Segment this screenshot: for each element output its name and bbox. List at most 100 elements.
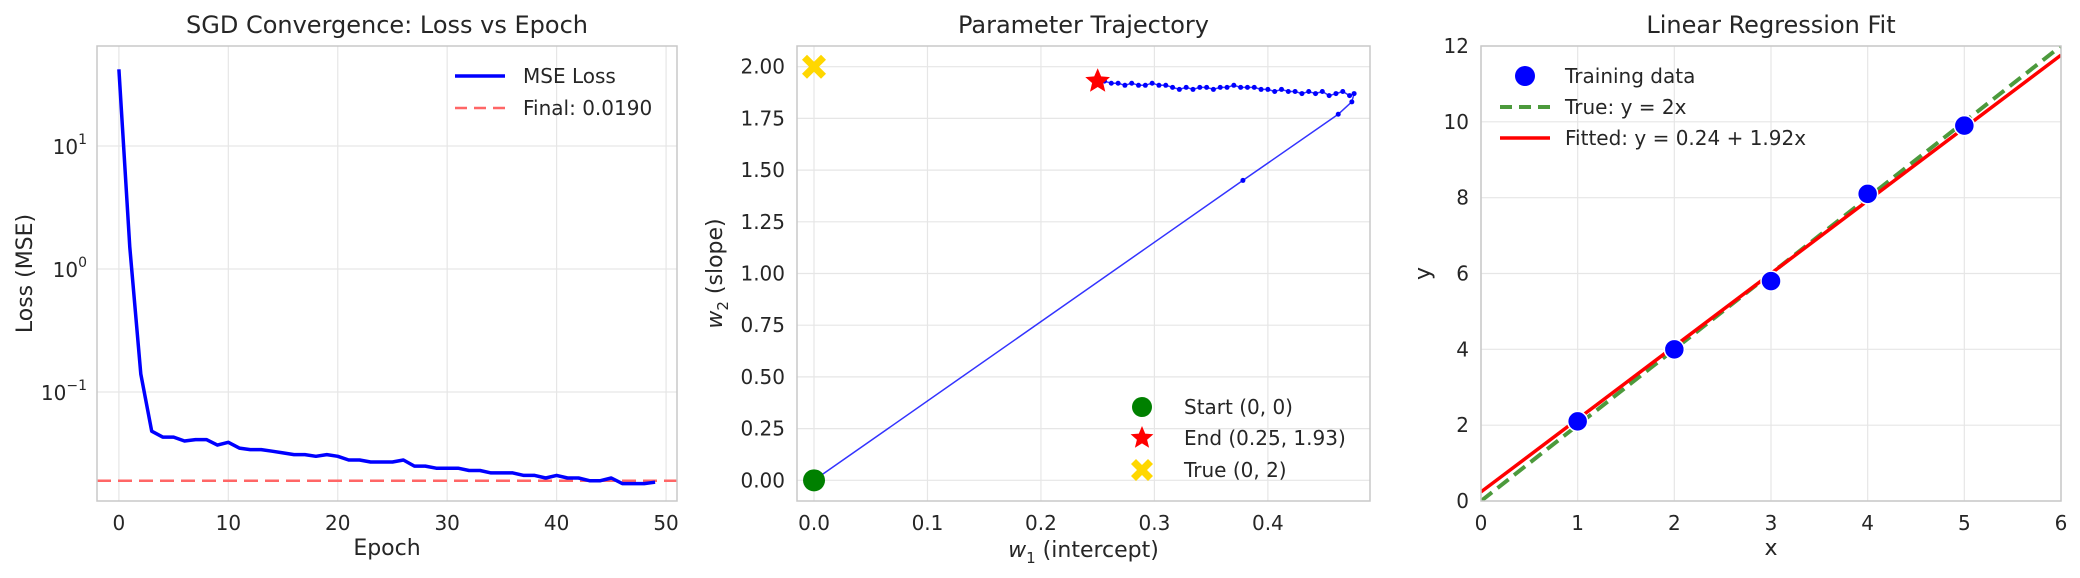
c2-legend-true-swatch bbox=[1131, 459, 1153, 481]
c3-legend-data-label: Training data bbox=[1564, 64, 1695, 88]
c2-ylabel-var: w bbox=[703, 310, 728, 329]
c2-legend-true-label: True (0, 2) bbox=[1183, 458, 1287, 482]
c2-trajectory-point bbox=[1217, 84, 1223, 90]
c1-x-tick-label: 40 bbox=[544, 511, 569, 535]
c1-x-tick-label: 50 bbox=[653, 511, 678, 535]
c2-title: Parameter Trajectory bbox=[958, 11, 1209, 39]
c1-y-tick-exponent: 1 bbox=[78, 132, 87, 148]
c2-trajectory-point bbox=[1183, 84, 1189, 90]
c2-x-tick-label: 0.4 bbox=[1252, 511, 1284, 535]
c3-y-tick-label: 10 bbox=[1444, 110, 1469, 134]
c2-trajectory-point bbox=[1306, 89, 1312, 94]
c2-x-tick-label: 0.1 bbox=[912, 511, 944, 535]
c2-trajectory-point bbox=[1251, 84, 1257, 90]
c3-legend-fitted-label: Fitted: y = 0.24 + 1.92x bbox=[1565, 126, 1806, 150]
c2-legend-end-swatch bbox=[1130, 426, 1154, 448]
c2-trajectory-point bbox=[1351, 91, 1357, 97]
c1-plot-frame bbox=[96, 45, 678, 502]
c1-y-tick-base: 10 bbox=[41, 381, 66, 405]
c1-x-tick-label: 30 bbox=[434, 511, 459, 535]
c2-trajectory-point bbox=[1238, 84, 1244, 90]
c2-trajectory-line bbox=[813, 80, 1356, 481]
c2-y-tick-label: 1.75 bbox=[740, 106, 785, 130]
c3-x-tick-label: 6 bbox=[2055, 511, 2068, 535]
c1-y-tick-label: 100 bbox=[53, 255, 87, 282]
c2-legend-end-label: End (0.25, 1.93) bbox=[1184, 426, 1346, 450]
c2-x-tick-label: 0.0 bbox=[798, 511, 830, 535]
c1-x-tick-label: 10 bbox=[216, 511, 241, 535]
c3-x-tick-label: 2 bbox=[1668, 511, 1681, 535]
c1-y-tick-exponent: −1 bbox=[66, 378, 87, 394]
c2-legend-start-swatch bbox=[1132, 397, 1152, 417]
c2-trajectory-point bbox=[1347, 93, 1353, 99]
c1-y-tick-label: 101 bbox=[53, 132, 87, 159]
c1-x-tick-label: 20 bbox=[325, 511, 350, 535]
c2-marker-start bbox=[803, 469, 826, 492]
c2-trajectory-point bbox=[1115, 80, 1121, 86]
c2-trajectory-point bbox=[1299, 91, 1305, 97]
c2-trajectory-point bbox=[1122, 82, 1128, 88]
c3-y-tick-label: 2 bbox=[1456, 413, 1469, 437]
c3-y-tick-label: 12 bbox=[1444, 34, 1469, 58]
c3-xlabel: x bbox=[1764, 536, 1777, 561]
c2-trajectory-point bbox=[1170, 84, 1176, 90]
c3-plot-frame bbox=[1480, 45, 2062, 502]
c2-trajectory-point bbox=[1210, 86, 1216, 92]
c3-ylabel: y bbox=[1411, 267, 1436, 280]
c3-y-tick-label: 0 bbox=[1456, 489, 1469, 513]
c2-trajectory-point bbox=[1265, 86, 1271, 92]
c2-trajectory-point bbox=[1278, 86, 1284, 92]
c2-trajectory-point bbox=[1319, 89, 1325, 94]
c2-xlabel: w1 (intercept) bbox=[1008, 538, 1159, 567]
c2-trajectory-point bbox=[1326, 93, 1332, 99]
c3-training-point bbox=[1663, 338, 1686, 361]
c3-training-point bbox=[1953, 114, 1976, 137]
c2-trajectory-point bbox=[1292, 89, 1298, 94]
c2-ylabel-rest: (slope) bbox=[703, 218, 728, 301]
c2-trajectory-point bbox=[1156, 82, 1162, 88]
c3-x-tick-label: 4 bbox=[1861, 511, 1874, 535]
c1-y-tick-base: 10 bbox=[53, 135, 78, 159]
c2-x-tick-label: 0.3 bbox=[1139, 511, 1171, 535]
c2-trajectory-point bbox=[1142, 82, 1148, 88]
c2-trajectory-point bbox=[1149, 80, 1155, 86]
c2-plot-frame bbox=[796, 45, 1371, 502]
c1-ylabel: Loss (MSE) bbox=[13, 214, 38, 333]
c2-trajectory-point bbox=[1258, 86, 1264, 92]
c2-y-tick-label: 1.50 bbox=[740, 158, 785, 182]
c2-trajectory-point bbox=[1244, 84, 1250, 90]
c2-y-tick-label: 0.75 bbox=[740, 313, 785, 337]
c3-training-point bbox=[1760, 270, 1782, 292]
c2-xlabel-sub: 1 bbox=[1026, 549, 1036, 567]
c2-y-tick-label: 0.50 bbox=[740, 365, 785, 389]
c2-trajectory-point bbox=[1231, 82, 1237, 88]
c2-y-tick-label: 0.00 bbox=[740, 468, 785, 492]
c2-trajectory-point bbox=[1163, 82, 1169, 88]
c1-y-tick-label: 10−1 bbox=[41, 378, 87, 405]
c2-trajectory-point bbox=[1136, 82, 1142, 88]
c2-marker-end bbox=[1085, 68, 1110, 92]
c1-mse-loss-line bbox=[117, 69, 656, 486]
c2-y-tick-label: 1.25 bbox=[740, 210, 785, 234]
c2-trajectory-point bbox=[1224, 84, 1230, 90]
c2-trajectory-point bbox=[1333, 91, 1339, 97]
c1-xlabel: Epoch bbox=[353, 536, 420, 561]
c2-trajectory-point bbox=[1240, 177, 1246, 183]
c1-legend-final-label: Final: 0.0190 bbox=[523, 96, 652, 120]
c2-trajectory-point bbox=[1349, 99, 1355, 105]
c3-y-tick-label: 6 bbox=[1456, 262, 1469, 286]
c2-trajectory-point bbox=[1190, 86, 1196, 92]
c3-x-tick-label: 3 bbox=[1765, 511, 1778, 535]
c1-y-tick-exponent: 0 bbox=[78, 255, 87, 271]
c1-legend-mse-label: MSE Loss bbox=[523, 64, 616, 88]
c2-legend-start-label: Start (0, 0) bbox=[1184, 395, 1293, 419]
c1-y-tick-base: 10 bbox=[53, 258, 78, 282]
c2-trajectory-point bbox=[1197, 84, 1203, 90]
c3-x-tick-label: 0 bbox=[1475, 511, 1488, 535]
c3-y-tick-label: 4 bbox=[1456, 337, 1469, 361]
c2-trajectory-point bbox=[1129, 80, 1135, 86]
c2-trajectory-point bbox=[1176, 86, 1182, 92]
c1-x-tick-label: 0 bbox=[113, 511, 126, 535]
c3-x-tick-label: 1 bbox=[1571, 511, 1584, 535]
